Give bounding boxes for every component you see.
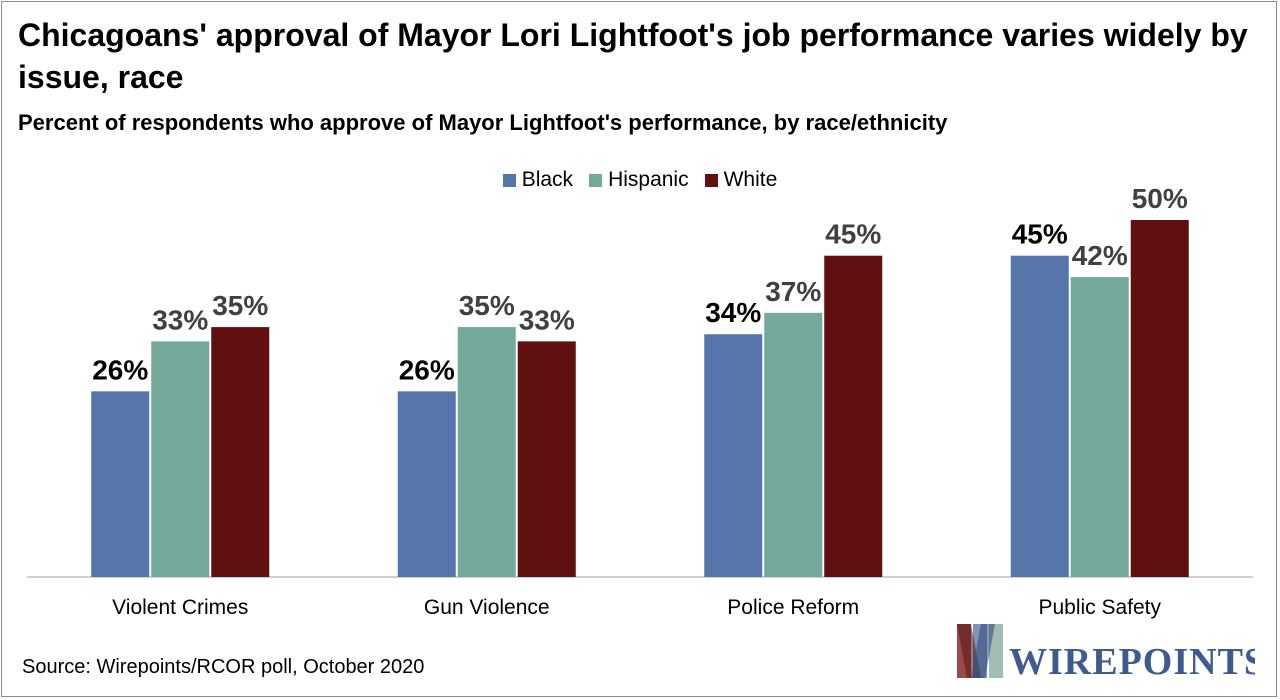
bar-public-safety-white [1130,220,1189,577]
bar-public-safety-hispanic [1070,277,1129,577]
bar-violent-crimes-white [211,327,270,577]
x-tick-label-public-safety: Public Safety [1038,596,1161,619]
chart-title: Chicagoans' approval of Mayor Lori Light… [18,17,1248,95]
bar-violent-crimes-black [91,391,150,577]
data-label-public-safety-white: 50% [1132,183,1188,214]
legend-swatch-white [704,173,718,187]
bar-gun-violence-white [517,341,576,577]
source-note: Source: Wirepoints/RCOR poll, October 20… [22,656,425,678]
bar-police-reform-white [824,255,883,577]
legend-swatch-hispanic [589,173,603,187]
data-label-police-reform-black: 34% [705,297,761,328]
x-tick-label-gun-violence: Gun Violence [424,596,550,619]
legend-label-white: White [723,168,778,191]
data-label-public-safety-black: 45% [1012,219,1068,250]
data-label-police-reform-white: 45% [825,219,881,250]
data-label-police-reform-hispanic: 37% [765,276,821,307]
legend-swatch-black [502,173,516,187]
logo-wordmark: WIREPOINTS [1009,641,1255,683]
legend-item-black: Black [502,168,574,192]
data-label-gun-violence-hispanic: 35% [459,290,515,321]
bar-public-safety-black [1010,255,1069,577]
legend-label-hispanic: Hispanic [608,168,689,191]
bar-violent-crimes-hispanic [151,341,210,577]
bar-police-reform-black [704,334,763,577]
data-label-violent-crimes-hispanic: 33% [152,304,208,335]
data-label-gun-violence-black: 26% [399,354,455,385]
data-label-violent-crimes-white: 35% [212,290,268,321]
data-label-gun-violence-white: 33% [519,304,575,335]
legend-label-black: Black [521,168,574,191]
bar-gun-violence-hispanic [457,327,516,577]
x-tick-label-violent-crimes: Violent Crimes [112,596,248,619]
legend-item-hispanic: Hispanic [589,168,689,192]
bar-gun-violence-black [397,391,456,577]
legend: Black Hispanic White [0,168,1280,192]
legend-item-white: White [704,168,778,192]
chart-subtitle: Percent of respondents who approve of Ma… [18,110,948,135]
data-label-public-safety-hispanic: 42% [1072,240,1128,271]
wirepoints-logo: WIREPOINTS [957,624,1255,683]
data-label-violent-crimes-black: 26% [92,354,148,385]
x-tick-label-police-reform: Police Reform [727,596,859,619]
bar-police-reform-hispanic [764,312,823,577]
